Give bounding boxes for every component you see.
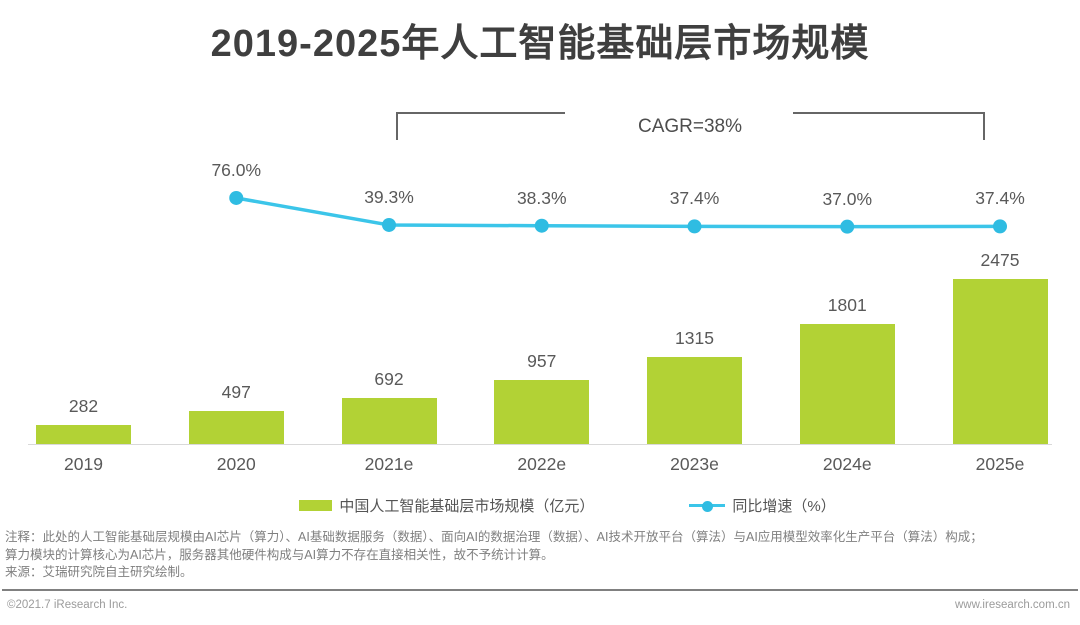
growth-rate-label-4: 37.0% xyxy=(822,188,873,209)
x-axis-label-2023e: 2023e xyxy=(670,454,719,474)
growth-rate-label-0: 76.0% xyxy=(211,159,262,180)
bar-2024e xyxy=(799,324,895,444)
legend-item-market-size: 中国人工智能基础层市场规模（亿元） xyxy=(299,495,594,516)
bar-2023e xyxy=(647,357,742,444)
x-axis-label-2022e: 2022e xyxy=(517,454,567,474)
x-axis-label-2025e: 2025e xyxy=(975,454,1025,474)
bar-value-label-2019: 282 xyxy=(68,396,99,416)
growth-line-point-0 xyxy=(229,190,244,205)
growth-rate-label-1: 39.3% xyxy=(364,186,414,207)
bar-2021e xyxy=(341,398,437,444)
cagr-bracket-right-vertical xyxy=(983,112,985,140)
bar-2019 xyxy=(36,425,131,444)
x-axis-line xyxy=(28,444,1052,445)
growth-rate-label-2: 38.3% xyxy=(516,187,567,208)
source-note: 来源：艾瑞研究院自主研究绘制。 xyxy=(5,565,193,579)
footer-divider xyxy=(2,589,1078,591)
bar-series-swatch-icon xyxy=(299,500,333,511)
growth-line-point-3 xyxy=(687,219,702,234)
growth-line-point-1 xyxy=(382,217,396,232)
bar-value-label-2022e: 957 xyxy=(527,351,557,371)
footnote-line-1: 注释：此处的人工智能基础层规模由AI芯片（算力）、AI基础数据服务（数据）、面向… xyxy=(5,530,983,544)
bar-value-label-2020: 497 xyxy=(221,382,251,402)
bar-2022e xyxy=(494,380,590,444)
bar-value-label-2021e: 692 xyxy=(374,369,404,389)
x-axis-label-2021e: 2021e xyxy=(364,454,414,474)
cagr-bracket-left-horizontal xyxy=(396,112,565,114)
copyright-text: ©2021.7 iResearch Inc. xyxy=(7,599,128,611)
line-series-legend-label: 同比增速（%） xyxy=(732,498,836,515)
x-axis-label-2019: 2019 xyxy=(64,454,103,474)
x-axis-label-2024e: 2024e xyxy=(822,454,872,474)
website-url: www.iresearch.com.cn xyxy=(954,599,1070,611)
x-axis-label-2020: 2020 xyxy=(216,454,256,474)
bar-series-legend-label: 中国人工智能基础层市场规模（亿元） xyxy=(339,498,595,515)
cagr-bracket-right-horizontal xyxy=(793,112,985,114)
growth-rate-label-3: 37.4% xyxy=(669,188,720,209)
bar-value-label-2023e: 1315 xyxy=(675,328,714,348)
bar-value-label-2025e: 2475 xyxy=(980,250,1020,270)
footnote-line-2: 算力模块的计算核心为AI芯片，服务器其他硬件构成与AI算力不存在直接相关性，故不… xyxy=(5,547,554,562)
growth-line-point-2 xyxy=(534,218,549,233)
bar-2020 xyxy=(188,411,284,444)
cagr-bracket-left-vertical xyxy=(396,112,398,140)
growth-line-point-5 xyxy=(993,219,1007,234)
line-series-swatch-icon xyxy=(689,500,726,512)
chart-title: 2019-2025年人工智能基础层市场规模 xyxy=(210,23,870,65)
bar-value-label-2024e: 1801 xyxy=(827,295,867,315)
legend-item-growth-rate: 同比增速（%） xyxy=(689,495,836,516)
growth-line-point-4 xyxy=(840,219,855,234)
legend: 中国人工智能基础层市场规模（亿元） 同比增速（%） xyxy=(0,495,1080,516)
bar-2025e xyxy=(952,279,1048,444)
cagr-annotation-label: CAGR=38% xyxy=(637,116,743,137)
growth-rate-label-5: 37.4% xyxy=(975,188,1025,209)
